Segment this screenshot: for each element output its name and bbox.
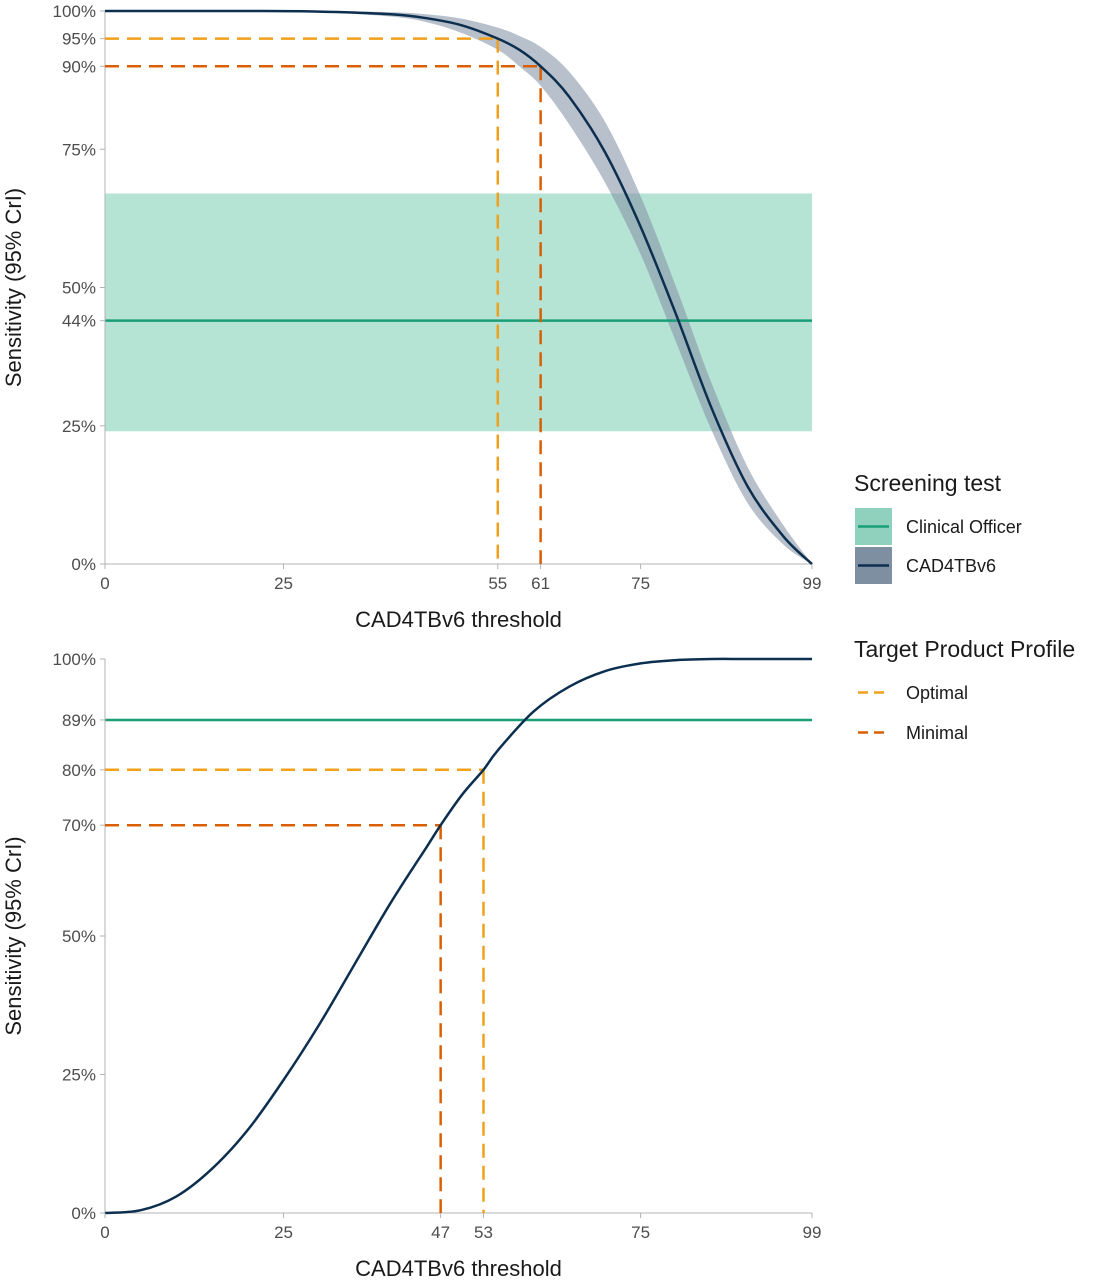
top-x-tick-label: 25 — [274, 574, 293, 593]
top-cad4tb-band — [105, 10, 812, 564]
sensitivity-panel-top: 0% 25% 44% 50% 75% 90% 95% 100% 0 25 55 61 75 99 CAD4T… — [1, 2, 821, 632]
top-y-tick-label: 50% — [62, 279, 96, 298]
legend-title-tpp: Target Product Profile — [854, 636, 1075, 662]
bottom-y-tick-label: 80% — [62, 761, 96, 780]
bottom-y-tick-label: 89% — [62, 711, 96, 730]
bottom-cad4tb-curve — [104, 657, 812, 1215]
bottom-x-tick-label: 25 — [274, 1223, 293, 1242]
top-y-tick-label: 90% — [62, 57, 96, 76]
bottom-y-tick-label: 100% — [53, 650, 96, 669]
top-x-tick-label: 0 — [100, 574, 109, 593]
legend-label-minimal: Minimal — [906, 723, 968, 743]
bottom-x-tick-label: 53 — [474, 1223, 493, 1242]
top-x-tick-label: 99 — [803, 574, 822, 593]
legend-label-cad4tb: CAD4TBv6 — [906, 556, 996, 576]
top-y-tick-label: 100% — [53, 2, 96, 21]
top-clinical-officer-band — [105, 193, 812, 432]
sensitivity-panel-bottom: 0% 25% 50% 70% 80% 89% 100% 0 25 47 53 75 99 CAD4TBv6… — [1, 650, 821, 1280]
legend-title-screening: Screening test — [854, 470, 1002, 496]
top-y-tick-label: 75% — [62, 140, 96, 159]
top-x-tick-label: 75 — [631, 574, 650, 593]
top-y-tick-label: 95% — [62, 30, 96, 49]
top-y-tick-label: 44% — [62, 312, 96, 331]
bottom-x-tick-label: 99 — [803, 1223, 822, 1242]
bottom-x-tick-label: 0 — [100, 1223, 109, 1242]
bottom-y-tick-label: 25% — [62, 1066, 96, 1085]
top-cad4tb-curve — [104, 9, 813, 565]
bottom-y-tick-label: 0% — [71, 1204, 96, 1223]
top-y-tick-label: 0% — [71, 555, 96, 574]
legend: Screening test Clinical Officer CAD4TBv6… — [854, 470, 1075, 743]
top-x-axis-title: CAD4TBv6 threshold — [355, 607, 562, 632]
top-x-tick-label: 61 — [531, 574, 550, 593]
top-y-tick-label: 25% — [62, 417, 96, 436]
top-y-axis-title: Sensitivity (95% CrI) — [1, 188, 26, 387]
bottom-x-tick-label: 75 — [631, 1223, 650, 1242]
legend-label-clinical-officer: Clinical Officer — [906, 517, 1022, 537]
bottom-y-axis-title: Sensitivity (95% CrI) — [1, 836, 26, 1035]
bottom-x-axis-title: CAD4TBv6 threshold — [355, 1256, 562, 1280]
legend-label-optimal: Optimal — [906, 683, 968, 703]
bottom-x-tick-label: 47 — [431, 1223, 450, 1242]
bottom-y-tick-label: 70% — [62, 816, 96, 835]
bottom-y-tick-label: 50% — [62, 927, 96, 946]
top-x-tick-label: 55 — [488, 574, 507, 593]
